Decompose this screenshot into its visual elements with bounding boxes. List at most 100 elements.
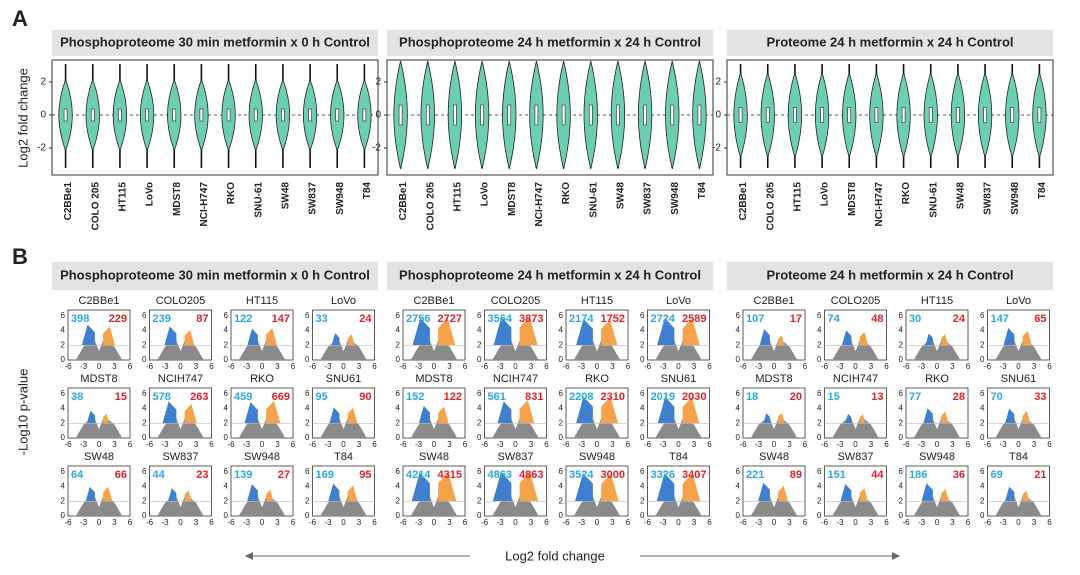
x-tick-label: 0 <box>853 362 858 371</box>
title-box <box>727 262 1053 290</box>
category-label: T84 <box>362 182 373 200</box>
down-count: 38 <box>71 391 83 403</box>
y-tick-label: 0 <box>305 355 310 364</box>
y-tick-label: 6 <box>980 389 985 398</box>
category-label: SW837 <box>308 182 319 215</box>
y-tick-label: 2 <box>61 340 66 349</box>
null-points <box>75 415 123 438</box>
cell-name: HT115 <box>246 295 278 307</box>
null-points <box>492 337 539 360</box>
y-tick-label: 6 <box>640 467 645 476</box>
y-tick-label: 2 <box>980 496 985 505</box>
y-tick-label: 6 <box>224 467 229 476</box>
category-label: T84 <box>1037 182 1048 200</box>
cell-name: T84 <box>334 451 353 463</box>
cell-name: NCIH747 <box>833 373 878 385</box>
up-points <box>519 316 538 346</box>
x-tick-label: 0 <box>676 518 681 527</box>
x-tick-label: -6 <box>399 518 407 527</box>
x-tick-label: 6 <box>626 362 631 371</box>
title-box <box>52 262 378 290</box>
cell-name: COLO205 <box>831 295 881 307</box>
box <box>362 108 367 122</box>
down-points <box>758 482 770 502</box>
panel-label: B <box>12 244 28 269</box>
box <box>90 108 95 122</box>
y-tick-label: 0 <box>40 110 46 121</box>
y-tick-label: 2 <box>640 340 645 349</box>
x-tick-label: -3 <box>161 362 169 371</box>
y-tick-label: 4 <box>396 482 401 491</box>
x-tick-label: -6 <box>146 362 154 371</box>
y-tick-label: 4 <box>142 404 147 413</box>
plot-frame <box>312 387 375 439</box>
up-count: 13 <box>871 391 883 403</box>
x-tick-label: 6 <box>209 362 214 371</box>
x-tick-label: -3 <box>755 518 763 527</box>
cell-name: SW48 <box>419 451 449 463</box>
x-tick-label: -6 <box>146 440 154 449</box>
down-count: 561 <box>488 391 506 403</box>
box <box>199 108 204 122</box>
box <box>901 107 906 123</box>
box <box>956 107 960 123</box>
up-count: 4863 <box>519 469 543 481</box>
y-tick-label: 2 <box>817 418 822 427</box>
box <box>172 108 177 122</box>
x-tick-label: 6 <box>626 440 631 449</box>
down-count: 33 <box>316 313 328 325</box>
category-label: C2BBe1 <box>63 182 74 221</box>
down-points <box>923 408 933 424</box>
y-tick-label: 2 <box>980 418 985 427</box>
down-points <box>81 324 95 346</box>
y-tick-label: 6 <box>142 311 147 320</box>
box <box>118 108 122 122</box>
y-tick-label: 2 <box>640 496 645 505</box>
x-tick-label: -3 <box>659 518 667 527</box>
up-count: 28 <box>953 391 965 403</box>
y-tick-label: 2 <box>142 340 147 349</box>
y-tick-label: -2 <box>712 143 721 154</box>
x-tick-label: 3 <box>869 362 874 371</box>
x-tick-label: 0 <box>178 362 183 371</box>
x-tick-label: 0 <box>341 440 346 449</box>
up-count: 20 <box>790 391 802 403</box>
x-tick-label: 0 <box>513 440 518 449</box>
x-tick-label: -3 <box>578 518 586 527</box>
cell-name: SW48 <box>84 451 114 463</box>
down-count: 15 <box>828 391 840 403</box>
x-tick-label: 0 <box>432 362 437 371</box>
x-tick-label: -6 <box>644 518 652 527</box>
x-tick-label: 0 <box>1016 362 1021 371</box>
title-box <box>387 30 713 56</box>
x-tick-label: 6 <box>966 440 971 449</box>
down-points <box>657 317 675 346</box>
down-points <box>329 407 340 424</box>
category-label: MDST8 <box>847 182 858 216</box>
x-tick-label: 3 <box>610 362 615 371</box>
down-count: 64 <box>71 469 84 481</box>
y-tick-label: 4 <box>61 326 66 335</box>
box <box>1037 107 1042 123</box>
y-tick-label: 2 <box>61 418 66 427</box>
x-tick-label: -6 <box>64 518 72 527</box>
x-tick-label: 6 <box>707 518 712 527</box>
y-tick-label: 6 <box>980 467 985 476</box>
panel-title: Proteome 24 h metformin x 24 h Control <box>766 34 1013 49</box>
up-count: 2589 <box>682 313 706 325</box>
cell-name: T84 <box>1009 451 1028 463</box>
y-tick-label: 2 <box>40 77 46 88</box>
category-label: HT115 <box>118 182 129 212</box>
x-tick-label: -6 <box>739 440 747 449</box>
null-points <box>75 493 123 516</box>
null-points <box>410 337 458 360</box>
y-tick-label: 0 <box>899 355 904 364</box>
up-points <box>184 404 197 424</box>
up-count: 3000 <box>601 469 625 481</box>
down-count: 30 <box>909 313 921 325</box>
y-tick-label: 2 <box>477 340 482 349</box>
category-label: HT115 <box>453 182 464 212</box>
y-tick-label: 2 <box>715 77 721 88</box>
x-tick-label: 3 <box>194 440 199 449</box>
y-tick-label: 4 <box>61 404 66 413</box>
